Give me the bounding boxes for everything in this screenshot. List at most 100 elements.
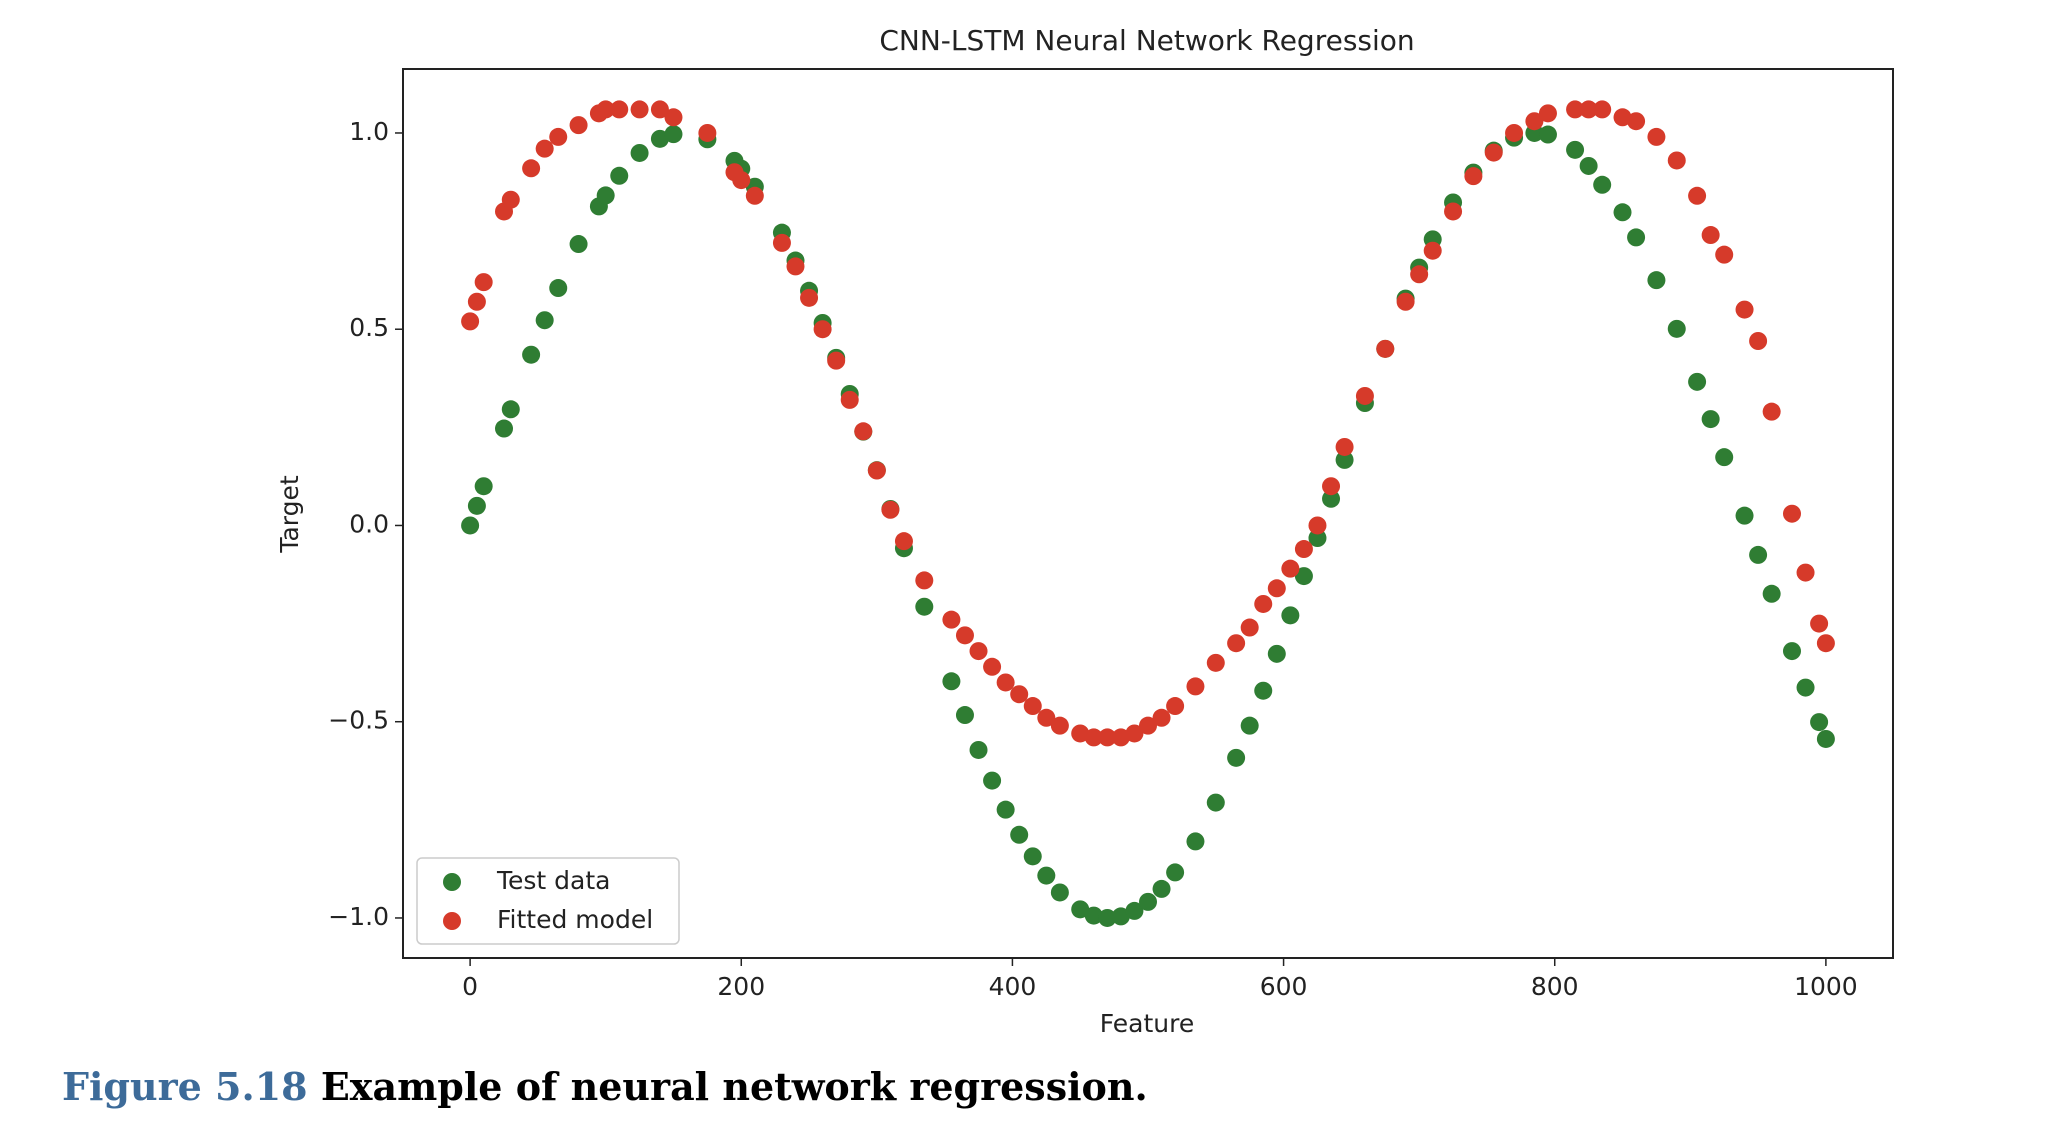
point xyxy=(461,516,480,535)
point xyxy=(501,190,520,209)
point xyxy=(1322,489,1341,508)
point xyxy=(1152,708,1171,727)
point xyxy=(1281,559,1300,578)
point xyxy=(630,143,649,162)
point xyxy=(698,123,717,142)
point xyxy=(1735,300,1754,319)
point xyxy=(1735,506,1754,525)
point xyxy=(1396,292,1415,311)
point xyxy=(1071,724,1090,743)
point xyxy=(1139,716,1157,735)
point xyxy=(1593,175,1612,194)
point xyxy=(1084,728,1103,747)
point xyxy=(1410,265,1429,284)
point xyxy=(1782,642,1801,661)
point xyxy=(467,292,486,311)
point xyxy=(955,626,974,645)
point xyxy=(1166,697,1185,716)
point xyxy=(813,320,832,339)
point xyxy=(1308,529,1327,548)
figure-caption: Figure 5.18 Example of neural network re… xyxy=(62,1064,1148,1109)
x-tick-label: 600 xyxy=(1260,972,1308,1001)
point xyxy=(1647,127,1666,146)
point xyxy=(664,108,683,127)
plot-frame xyxy=(402,68,1894,959)
point xyxy=(969,642,988,661)
point xyxy=(664,125,683,144)
point xyxy=(596,100,615,119)
point xyxy=(1267,644,1286,663)
point xyxy=(915,597,934,616)
point xyxy=(1505,123,1524,142)
point xyxy=(1762,584,1781,603)
point xyxy=(1376,339,1395,358)
point xyxy=(1796,678,1815,697)
point xyxy=(474,477,493,496)
point xyxy=(1023,697,1042,716)
x-tick-label: 200 xyxy=(717,972,765,1001)
point xyxy=(867,461,886,480)
point xyxy=(610,166,629,185)
legend-label: Test data xyxy=(496,866,611,895)
point xyxy=(1281,606,1300,625)
point xyxy=(1816,729,1835,748)
x-tick-label: 400 xyxy=(989,972,1037,1001)
point xyxy=(915,571,934,590)
point xyxy=(522,345,541,364)
point xyxy=(1010,825,1029,844)
point xyxy=(1227,634,1246,653)
point xyxy=(1715,245,1734,264)
point xyxy=(1816,634,1835,653)
point xyxy=(1444,202,1463,221)
point xyxy=(569,116,588,135)
point xyxy=(1810,713,1829,732)
legend-box xyxy=(416,857,680,945)
point xyxy=(1125,724,1144,743)
point xyxy=(650,129,669,148)
point xyxy=(1227,748,1246,767)
point xyxy=(596,186,615,205)
legend-marker xyxy=(443,912,461,930)
point xyxy=(1593,100,1612,119)
point xyxy=(1355,386,1374,405)
point xyxy=(1701,226,1720,245)
point xyxy=(1240,716,1259,735)
point xyxy=(610,100,629,119)
y-tick-label: 1.0 xyxy=(349,117,389,146)
point xyxy=(1010,685,1029,704)
point xyxy=(1125,901,1144,920)
point xyxy=(942,672,961,691)
point xyxy=(1166,863,1185,882)
x-tick-label: 0 xyxy=(462,972,478,1001)
point xyxy=(1071,900,1090,919)
point xyxy=(1254,681,1273,700)
point xyxy=(461,312,480,331)
point xyxy=(1538,125,1557,144)
point xyxy=(1538,104,1557,123)
point xyxy=(1152,879,1171,898)
y-tick-label: 0.0 xyxy=(349,509,389,538)
point xyxy=(535,139,554,158)
caption-text: Example of neural network regression. xyxy=(320,1064,1148,1109)
point xyxy=(942,610,961,629)
point xyxy=(1098,728,1117,747)
point xyxy=(467,496,486,515)
point xyxy=(1688,372,1707,391)
point xyxy=(1627,228,1646,247)
point xyxy=(1267,579,1286,598)
point xyxy=(474,273,493,292)
point xyxy=(630,100,649,119)
point xyxy=(1335,450,1354,469)
point xyxy=(522,159,541,178)
point xyxy=(1084,906,1103,925)
chart-title: CNN-LSTM Neural Network Regression xyxy=(879,24,1414,57)
point xyxy=(1294,540,1313,559)
point xyxy=(1667,151,1686,170)
point xyxy=(1566,140,1585,159)
legend-marker xyxy=(443,873,461,891)
point xyxy=(1294,567,1313,586)
point xyxy=(955,706,974,725)
point xyxy=(1525,112,1544,131)
x-axis-label: Feature xyxy=(1100,1009,1194,1038)
